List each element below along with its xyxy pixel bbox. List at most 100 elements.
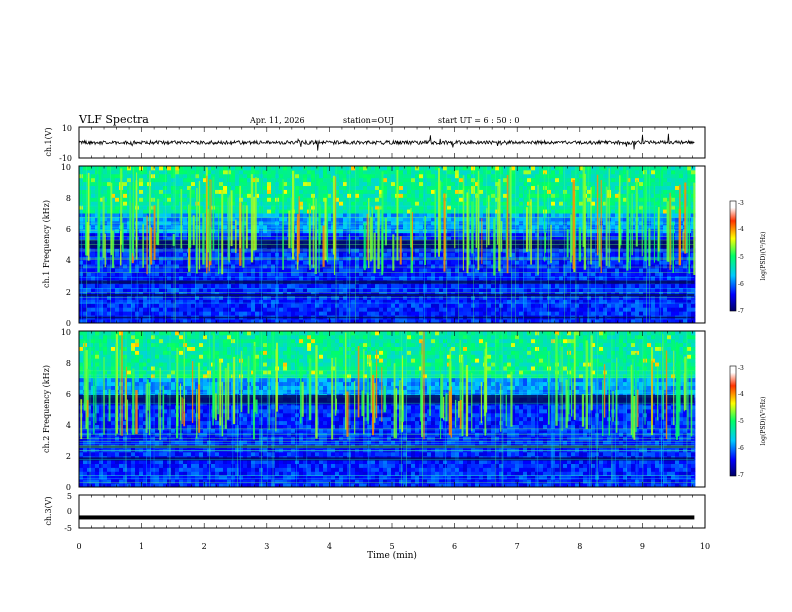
spectrogram-cell [419, 303, 424, 308]
spectrogram-cell [207, 307, 212, 312]
spectrogram-cell [167, 268, 172, 273]
spectrogram-cell [87, 268, 92, 273]
spectrogram-cell [639, 283, 644, 289]
spectrogram-cell [483, 248, 488, 253]
spectrogram-cell [351, 299, 356, 304]
spectrogram-cell [339, 209, 344, 214]
spectrogram-cell [111, 268, 116, 273]
spectrogram-cell [375, 275, 380, 281]
spectrogram-cell [283, 213, 288, 218]
spectrogram-cell [451, 248, 456, 253]
spectrogram-cell [143, 252, 148, 257]
spectrogram-cell [431, 252, 436, 257]
spectrogram-cell [111, 311, 116, 316]
spectrogram-cell [635, 283, 640, 289]
spectrogram-cell [111, 217, 116, 222]
spectrogram-cell [311, 275, 316, 281]
spectrogram-cell [283, 271, 288, 277]
spectrogram-cell [499, 283, 504, 289]
spectrogram-cell [359, 271, 364, 277]
spectrogram-cell [427, 205, 432, 210]
spectrogram-cell [455, 228, 460, 234]
spectrogram-cell [243, 213, 248, 218]
spectrogram-cell [195, 319, 200, 324]
spectrogram-cell [587, 236, 592, 241]
spectrogram-cell [315, 213, 320, 218]
spectrogram-cell [479, 205, 484, 210]
spectrogram-cell [443, 299, 448, 304]
spectrogram-cell [631, 271, 636, 277]
spectrogram-cell [103, 213, 108, 218]
spectrogram-cell [511, 291, 516, 296]
spectrogram-cell [683, 311, 688, 316]
spectrogram-cell [619, 275, 624, 281]
spectrogram-cell [95, 248, 100, 253]
spectrogram-cell [483, 264, 488, 269]
spectrogram-cell [551, 287, 556, 292]
spectrogram-cell [171, 307, 176, 312]
spectrogram-cell [459, 287, 464, 292]
spectrogram-cell [423, 319, 428, 324]
spectrogram-cell [395, 311, 400, 316]
spectrogram-cell [155, 260, 160, 265]
spectrogram-cell [427, 232, 432, 238]
spectrogram-cell [503, 307, 508, 312]
spectrogram-cell [191, 319, 196, 324]
spectrogram-cell [451, 299, 456, 304]
spectrogram-cell [175, 291, 180, 296]
spectrogram-cell [523, 299, 528, 304]
spectrogram-cell [575, 248, 580, 253]
spectrogram-cell [83, 283, 88, 289]
spectrogram-cell [263, 264, 268, 269]
spectrogram-cell [611, 271, 616, 277]
spectrogram-cell [163, 311, 168, 316]
spectrogram-cell [603, 201, 608, 206]
spectrogram-cell [655, 248, 660, 253]
spectrogram-cell [175, 232, 180, 238]
spectrogram-cell [479, 271, 484, 277]
spectrogram-cell [515, 287, 520, 292]
spectrogram-cell [335, 217, 340, 222]
spectrogram-cell [347, 224, 352, 230]
spectrogram-cell [291, 299, 296, 304]
spectrogram-cell [423, 201, 428, 206]
spectrogram-cell [363, 213, 368, 218]
spectrogram-cell [263, 217, 268, 222]
spectrogram-cell [123, 311, 128, 316]
spectrogram-cell [215, 248, 220, 253]
spectrogram-cell [263, 268, 268, 273]
spectrogram-cell [503, 248, 508, 253]
spectrogram-cell [423, 307, 428, 312]
spectrogram-cell [107, 291, 112, 296]
spectrogram-cell [331, 299, 336, 304]
spectrogram-cell [651, 264, 656, 269]
spectrogram-cell [159, 268, 164, 273]
spectrogram-cell [183, 275, 188, 281]
spectrogram-cell [319, 248, 324, 253]
spectrogram-cell [603, 264, 608, 269]
spectrogram-cell [275, 209, 280, 214]
spectrogram-cell [259, 260, 264, 265]
spectrogram-cell [227, 303, 232, 308]
spectrogram-cell [611, 201, 616, 206]
spectrogram-cell [479, 303, 484, 308]
spectrogram-cell [375, 303, 380, 308]
spectrogram-cell [691, 252, 696, 257]
spectrogram-cell [639, 264, 644, 269]
spectrogram-cell [287, 271, 292, 277]
spectrogram-cell [511, 217, 516, 222]
spectrogram-cell [399, 275, 404, 281]
spectrogram-cell [403, 260, 408, 265]
spectrogram-cell [231, 228, 236, 234]
spectrogram-cell [111, 224, 116, 230]
spectrogram-cell [371, 291, 376, 296]
spectrogram-cell [575, 236, 580, 241]
spectrogram-cell [547, 271, 552, 277]
spectrogram-cell [167, 283, 172, 289]
spectrogram-cell [567, 283, 572, 289]
spectrogram-cell [627, 224, 632, 230]
spectrogram-cell [575, 209, 580, 214]
spectrogram-cell [411, 248, 416, 253]
spectrogram-cell [259, 228, 264, 234]
spectrogram-cell [203, 303, 208, 308]
